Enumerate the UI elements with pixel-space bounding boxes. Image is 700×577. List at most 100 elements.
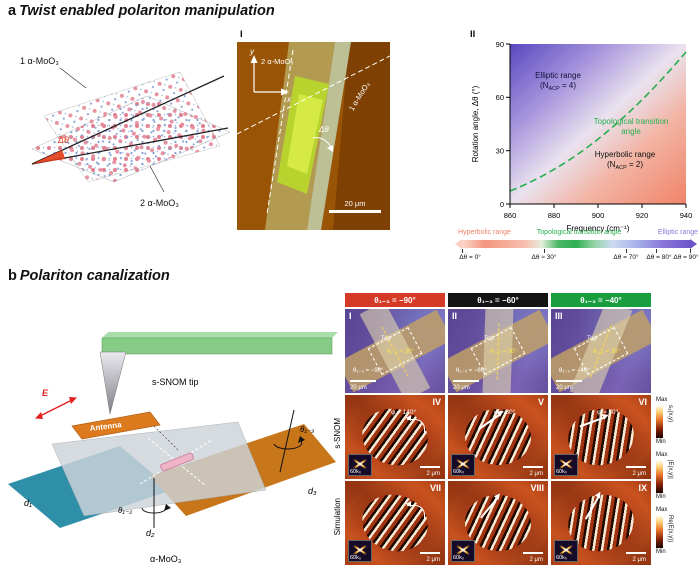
scale-bar <box>523 466 543 468</box>
fourier-inset: 60k₀ <box>554 454 578 476</box>
x-tick-880: 880 <box>548 211 561 220</box>
optical-image-1: I Top θ₁₋₂ = 30° θ₁₋₃ = −90° 20 μm <box>345 309 445 393</box>
theta13-annotation: θ₁₋₃ = −60° <box>456 368 487 374</box>
layer1-leader-line <box>59 67 87 89</box>
x-axis-title: Frequency (cm⁻¹) <box>567 224 630 233</box>
scale-bar <box>420 466 440 468</box>
panel-index: IX <box>638 483 647 493</box>
scale-bar <box>329 210 381 213</box>
nano-antenna-rod <box>160 452 194 472</box>
d1-label: d₁ <box>24 498 32 508</box>
e-arrowhead-right-icon <box>69 397 77 404</box>
legend-elliptic-label: Elliptic range <box>657 229 698 236</box>
optical-micrograph: y x 2 α-MoO₃ 1 α-MoO₃ Δθ 20 μm <box>237 42 390 230</box>
simulation-image-8: VIII 60k₀ 2 μm <box>448 481 548 565</box>
x-tick-900: 900 <box>592 211 605 220</box>
panel-a-title: a Twist enabled polariton manipulation <box>8 3 275 19</box>
colorbar-gradient <box>656 404 663 438</box>
cantilever-top-face <box>102 332 338 338</box>
panel-index: III <box>555 311 563 321</box>
micrograph-index: I <box>240 29 243 40</box>
snom-image-5: V φ ≈ 80° 60k₀ 2 μm <box>448 395 548 479</box>
elliptic-region-label: Elliptic range (NACP = 4) <box>535 71 581 92</box>
d2-label: d₂ <box>146 528 155 538</box>
d3-label: d₃ <box>308 486 317 496</box>
theta12-arrowhead-icon <box>164 504 171 511</box>
scale-label: 2 μm <box>426 557 440 563</box>
legend-transition-label: Topological transition angle <box>536 229 622 236</box>
fourier-inset: 60k₀ <box>451 540 475 562</box>
twist-angle-label: Δθ <box>57 135 69 145</box>
fourier-inset: 60k₀ <box>451 454 475 476</box>
e-arrowhead-left-icon <box>35 412 43 419</box>
top-layer-label: Top <box>381 336 391 342</box>
micrograph-layer2-label: 2 α-MoO₃ <box>261 57 293 66</box>
axis-x-label: x <box>286 95 292 104</box>
theta13-arrowhead-icon <box>298 436 305 443</box>
row-label-snom: s-SNOM <box>333 418 342 449</box>
fourier-inset: 60k₀ <box>554 540 578 562</box>
top-layer-label: Top <box>484 336 494 342</box>
scale-label: 2 μm <box>632 557 646 563</box>
e-field-label: E <box>42 388 49 398</box>
flake-edge-dashed-1 <box>237 55 390 135</box>
panel-index: VI <box>638 397 647 407</box>
legend-tick-0: Δθ = 0° <box>459 254 481 261</box>
row-label-simulation: Simulation <box>333 498 342 536</box>
panel-index: V <box>537 397 544 407</box>
momentum-label: 60k₀ <box>350 469 362 475</box>
cantilever-bar <box>101 337 333 355</box>
scale-label: 20 μm <box>556 385 573 391</box>
antenna-label: Antenna <box>89 420 122 433</box>
antenna-leader-line <box>153 425 179 451</box>
column-header-3: θ₁₋₃ = −40° <box>551 293 651 307</box>
colorbar-quantity-label: s₃(x,y) <box>667 405 673 423</box>
scale-bar <box>350 380 376 382</box>
x-tick-920: 920 <box>636 211 649 220</box>
axis-y-label: y <box>249 47 255 56</box>
panel-index: I <box>349 311 352 321</box>
panel-a-title-text: Twist enabled polariton manipulation <box>19 3 275 19</box>
panel-index: IV <box>432 397 441 407</box>
layer2-leader-line <box>149 165 165 193</box>
top-axis-line <box>31 75 225 165</box>
afm-tip-cone <box>99 351 127 415</box>
scale-label: 20 μm <box>350 385 367 391</box>
snom-image-4: IV φ = 140° 60k₀ 2 μm <box>345 395 445 479</box>
momentum-label: 60k₀ <box>453 469 465 475</box>
phase-diagram: 90 60 30 0 860 880 900 920 940 Rotation … <box>471 40 692 233</box>
direction-arrow-icon <box>406 501 425 519</box>
overlap-flake-bright <box>287 94 323 174</box>
x-arrowhead-icon <box>281 88 289 96</box>
top-lattice-sheet <box>43 71 221 183</box>
optical-image-2: II Top θ₁₋₂ = 30° θ₁₋₃ = −60° 20 μm <box>448 309 548 393</box>
panel-index: VIII <box>530 483 544 493</box>
scale-bar <box>420 552 440 554</box>
legend-gradient-bar <box>455 239 697 249</box>
theta13-axis <box>279 409 295 473</box>
substrate-dark-region <box>333 42 390 230</box>
legend-tick-30: Δθ ≈ 30° <box>531 254 557 261</box>
direction-arrow-icon <box>406 415 425 433</box>
theta12-label: θ₁₋₂ <box>118 506 132 515</box>
y-arrowhead-icon <box>250 55 258 63</box>
momentum-label: 60k₀ <box>350 555 362 561</box>
y-tick-0: 0 <box>500 200 504 209</box>
colorbar-field-magnitude: Max Min |E(x,y)| <box>656 452 673 500</box>
colorbar-field-real-part: Max Min Re(E(x,y)) <box>656 507 673 555</box>
panel-b-image-grid: θ₁₋₃ = −90° I Top θ₁₋₂ = 30° θ₁₋₃ = −90°… <box>345 293 651 565</box>
scale-label: 2 μm <box>529 557 543 563</box>
flake-edge-dashed-2 <box>266 49 294 215</box>
phase-map-area <box>510 44 686 204</box>
panel-b-title-text: Polariton canalization <box>19 268 170 284</box>
layer-d2 <box>51 421 267 517</box>
scale-bar-label: 20 μm <box>345 199 366 208</box>
panel-b-letter: b <box>8 268 17 284</box>
fourier-inset: 60k₀ <box>348 454 372 476</box>
scale-label: 2 μm <box>632 471 646 477</box>
panel-b-title: b Polariton canalization <box>8 268 170 284</box>
panel-index: VII <box>429 483 441 493</box>
panel-a-letter: a <box>8 3 17 19</box>
e-field-arrow <box>39 399 73 417</box>
scale-label: 2 μm <box>529 471 543 477</box>
